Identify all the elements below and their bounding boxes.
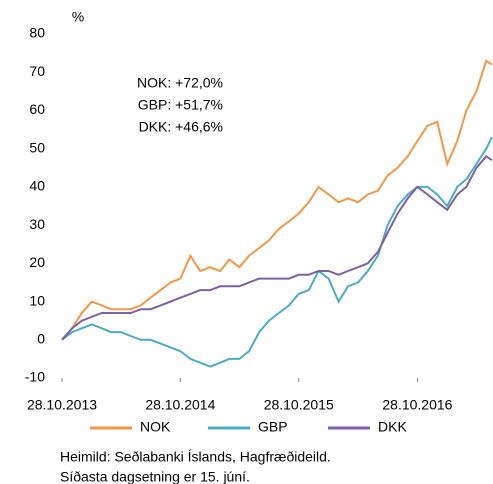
- annotation: GBP: +51,7%: [138, 97, 223, 113]
- x-tick-label: 28.10.2016: [382, 397, 452, 413]
- y-tick-label: 20: [29, 254, 45, 270]
- y-axis-label: %: [72, 9, 84, 25]
- legend-label: NOK: [140, 419, 171, 435]
- y-tick-label: 10: [29, 292, 45, 308]
- y-tick-label: 60: [29, 101, 45, 117]
- annotation: DKK: +46,6%: [139, 119, 223, 135]
- y-tick-label: 70: [29, 63, 45, 79]
- line: [61, 59, 493, 341]
- footnote: Heimild: Seðlabanki Íslands, Hagfræðidei…: [60, 449, 331, 465]
- line: [61, 154, 493, 341]
- footnote: Síðasta dagsetning er 15. júní.: [60, 469, 250, 484]
- legend-label: GBP: [258, 419, 288, 435]
- x-tick-label: 28.10.2013: [27, 397, 97, 413]
- y-tick-label: 0: [37, 330, 45, 346]
- y-tick-label: 50: [29, 139, 45, 155]
- legend-label: DKK: [378, 419, 407, 435]
- line: [61, 136, 493, 368]
- y-tick-label: 30: [29, 216, 45, 232]
- x-tick-label: 28.10.2014: [145, 397, 215, 413]
- y-tick-label: -10: [25, 369, 45, 385]
- annotation: NOK: +72,0%: [137, 75, 223, 91]
- y-tick-label: 40: [29, 178, 45, 194]
- x-tick-label: 28.10.2015: [264, 397, 334, 413]
- y-tick-label: 80: [29, 25, 45, 41]
